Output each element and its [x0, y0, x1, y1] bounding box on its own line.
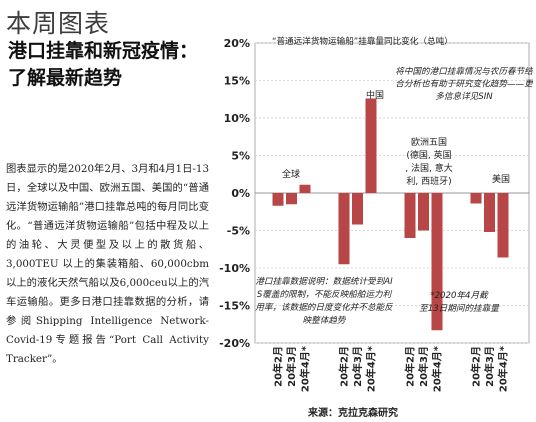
y-tick-label: 0% — [231, 187, 250, 200]
chart-annotation: *2020年4月截至13日期间的挂靠量 — [419, 290, 500, 314]
bar — [299, 184, 311, 193]
group-label: 欧洲五国(德国, 英国, 法国, 意大利, 西班牙) — [405, 136, 452, 187]
bar — [431, 193, 443, 331]
y-tick-label: 10% — [224, 112, 250, 125]
bar — [497, 193, 509, 258]
bar — [352, 193, 363, 225]
x-tick-label: 20年3月 — [285, 346, 298, 387]
chart-source: 来源：克拉克森研究 — [307, 406, 398, 419]
x-tick-label: 20年3月 — [483, 346, 496, 387]
y-tick-label: 20% — [224, 37, 250, 50]
bar — [365, 98, 377, 193]
bar — [338, 193, 350, 265]
bar — [470, 193, 482, 204]
chart-title: “普通远洋货物运输船”挂靠量同比变化（总吨） — [272, 35, 453, 47]
x-tick-label: 20年2月 — [404, 346, 417, 387]
chart-annotation: 港口挂靠数据说明：数据统计受到AI S覆盖的限制，不能反映船舶运力利用率，该数据的… — [255, 276, 394, 326]
bar — [286, 193, 297, 205]
x-tick-label: 20年4月* — [497, 345, 510, 392]
y-tick-label: -5% — [227, 225, 250, 238]
x-tick-label: 20年3月 — [417, 346, 430, 387]
bar — [404, 193, 416, 238]
chart-annotation: 将中国的港口挂靠情况与农历春节结合分析也有助于研究变化趋势——更多信息详见SIN — [395, 66, 533, 102]
x-tick-label: 20年2月 — [338, 346, 351, 387]
bar-chart: 20% 15% 10% 5% 0% -5% -10% -15% -20% “普通远洋货物运输船”… — [219, 35, 533, 419]
headline-line-2: 了解最新趋势 — [8, 67, 123, 89]
headline: 港口挂靠和新冠疫情： 了解最新趋势 — [8, 38, 198, 92]
group-label: 美国 — [492, 173, 510, 185]
x-tick-label: 20年3月 — [351, 346, 364, 387]
x-tick-label: 20年4月* — [299, 345, 312, 392]
y-tick-label: -15% — [219, 300, 250, 313]
body-paragraph: 图表显示的是2020年2月、3月和4月1日-13日，全球以及中国、欧洲五国、美国… — [6, 163, 209, 365]
headline-line-1: 港口挂靠和新冠疫情： — [8, 40, 199, 62]
bar — [272, 193, 284, 206]
group-label: 中国 — [366, 89, 384, 101]
x-tick-label: 20年4月* — [431, 345, 444, 392]
group-label: 全球 — [282, 168, 300, 180]
y-tick-label: -10% — [219, 262, 250, 275]
bar — [418, 193, 429, 231]
bar — [484, 193, 495, 232]
y-tick-label: 15% — [224, 75, 250, 88]
section-title: 本周图表 — [6, 9, 111, 38]
y-tick-label: 5% — [231, 150, 250, 163]
x-tick-label: 20年2月 — [272, 346, 285, 387]
x-tick-label: 20年4月* — [365, 345, 378, 392]
y-tick-label: -20% — [219, 337, 250, 350]
x-tick-label: 20年2月 — [470, 346, 483, 387]
